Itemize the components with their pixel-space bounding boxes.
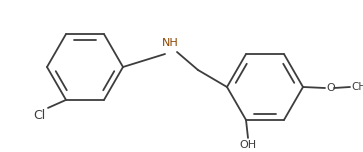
- Text: Cl: Cl: [34, 109, 46, 122]
- Text: NH: NH: [162, 38, 178, 48]
- Text: O: O: [326, 83, 335, 93]
- Text: OH: OH: [240, 140, 257, 150]
- Text: CH₃: CH₃: [351, 82, 363, 92]
